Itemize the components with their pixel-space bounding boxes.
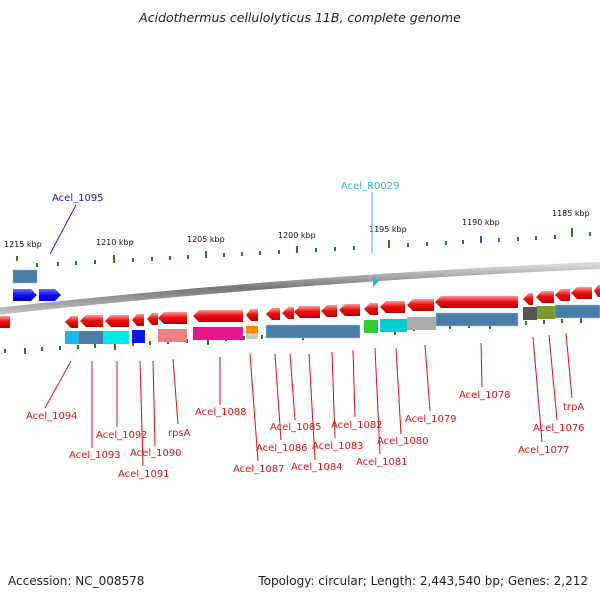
gene-arrow[interactable]	[364, 303, 378, 315]
gene-arrow[interactable]	[158, 312, 187, 324]
cog-block[interactable]	[523, 307, 537, 320]
rna-marker[interactable]	[373, 275, 379, 287]
accession-value: NC_008578	[75, 574, 145, 588]
cog-block[interactable]	[132, 330, 145, 343]
callout-line	[49, 204, 77, 255]
gene-arrow[interactable]	[147, 313, 158, 325]
cog-block[interactable]	[79, 331, 103, 344]
gene-arrow[interactable]	[435, 296, 518, 308]
gene-arrow[interactable]	[39, 289, 61, 301]
outer-tick-marks	[16, 228, 591, 267]
cog-block[interactable]	[246, 333, 258, 339]
topology-value: circular	[318, 574, 363, 588]
genes-value: 2,212	[553, 574, 588, 588]
gene-label[interactable]: Acel_1084	[291, 462, 343, 473]
cog-block[interactable]	[435, 312, 519, 327]
scale-label: 1200 kbp	[278, 231, 316, 240]
gene-arrow[interactable]	[536, 291, 554, 303]
gene-arrow[interactable]	[246, 309, 258, 321]
gene-label[interactable]: Acel_1092	[96, 430, 148, 441]
cog-block[interactable]	[380, 319, 407, 332]
gene-arrow[interactable]	[266, 308, 280, 320]
genes-label: Genes:	[507, 574, 550, 588]
cog-block[interactable]	[554, 304, 600, 319]
gene-arrow[interactable]	[407, 299, 434, 311]
cog-block[interactable]	[65, 331, 79, 344]
gene-label[interactable]: Acel_R0029	[341, 181, 400, 192]
gene-labels: Acel_1094 Acel_1093 Acel_1092 Acel_1091 …	[26, 390, 585, 480]
accession-label: Accession:	[8, 574, 72, 588]
gene-arrow[interactable]	[294, 306, 320, 318]
gene-label[interactable]: Acel_1087	[233, 464, 285, 475]
gene-arrow[interactable]	[555, 289, 570, 301]
cog-block[interactable]	[193, 327, 243, 340]
gene-label[interactable]: Acel_1076	[533, 423, 585, 434]
cog-block[interactable]	[364, 320, 378, 333]
scale-label: 1185 kbp	[552, 209, 590, 218]
gene-label[interactable]: Acel_1086	[256, 443, 308, 454]
scale-label: 1195 kbp	[369, 225, 407, 234]
cog-block[interactable]	[246, 326, 258, 333]
cog-block[interactable]	[158, 329, 187, 342]
length-value: 2,443,540 bp	[419, 574, 500, 588]
cog-block[interactable]	[537, 306, 555, 319]
scale-label: 1205 kbp	[187, 235, 225, 244]
gene-arrow[interactable]	[193, 310, 243, 322]
gene-label[interactable]: Acel_1083	[312, 441, 364, 452]
gene-label[interactable]: Acel_1091	[118, 469, 170, 480]
cog-block[interactable]	[265, 324, 361, 339]
genome-title: Acidothermus cellulolyticus 11B, complet…	[139, 10, 461, 25]
gene-arrow[interactable]	[321, 305, 337, 317]
callout-lines	[44, 332, 573, 467]
gene-arrow[interactable]	[80, 315, 103, 327]
genome-backbone	[0, 261, 600, 315]
accession-info: Accession: NC_008578	[8, 574, 144, 588]
topology-label: Topology:	[258, 574, 315, 588]
genome-stats: Topology: circular; Length: 2,443,540 bp…	[258, 574, 588, 588]
gene-label[interactable]: Acel_1085	[270, 422, 322, 433]
gene-label[interactable]: Acel_1088	[195, 407, 247, 418]
gene-label[interactable]: Acel_1094	[26, 411, 78, 422]
length-label: Length:	[370, 574, 417, 588]
gene-label[interactable]: Acel_1078	[459, 390, 511, 401]
gene-arrow[interactable]	[571, 287, 592, 299]
gene-label[interactable]: trpA	[563, 402, 584, 413]
gene-arrow[interactable]	[523, 293, 533, 305]
gene-label[interactable]: Acel_1077	[518, 445, 570, 456]
gene-label[interactable]: Acel_1090	[130, 448, 182, 459]
gene-arrow[interactable]	[0, 316, 10, 328]
gene-arrow[interactable]	[132, 314, 144, 326]
gene-arrow[interactable]	[13, 289, 37, 301]
scale-label: 1210 kbp	[96, 238, 134, 247]
cog-block[interactable]	[12, 269, 38, 284]
scale-labels: 1215 kbp 1210 kbp 1205 kbp 1200 kbp 1195…	[4, 209, 590, 249]
gene-arrow[interactable]	[65, 316, 78, 328]
gene-label[interactable]: Acel_1082	[331, 420, 383, 431]
gene-label[interactable]: Acel_1079	[405, 414, 457, 425]
reverse-strand	[0, 285, 600, 328]
cog-track	[65, 304, 600, 344]
scale-label: 1190 kbp	[462, 218, 500, 227]
gene-label[interactable]: rpsA	[168, 428, 191, 439]
gene-arrow[interactable]	[594, 285, 600, 297]
scale-label: 1215 kbp	[4, 240, 42, 249]
gene-arrow[interactable]	[339, 304, 360, 316]
cog-block[interactable]	[103, 331, 129, 344]
gene-label[interactable]: Acel_1095	[52, 193, 104, 204]
gene-arrow[interactable]	[380, 301, 405, 313]
gene-label[interactable]: Acel_1081	[356, 457, 408, 468]
gene-arrow[interactable]	[282, 307, 294, 319]
gene-arrow[interactable]	[105, 315, 129, 327]
cog-block[interactable]	[407, 317, 436, 330]
gene-label[interactable]: Acel_1080	[377, 436, 429, 447]
forward-strand	[12, 269, 379, 301]
gene-label[interactable]: Acel_1093	[69, 450, 121, 461]
